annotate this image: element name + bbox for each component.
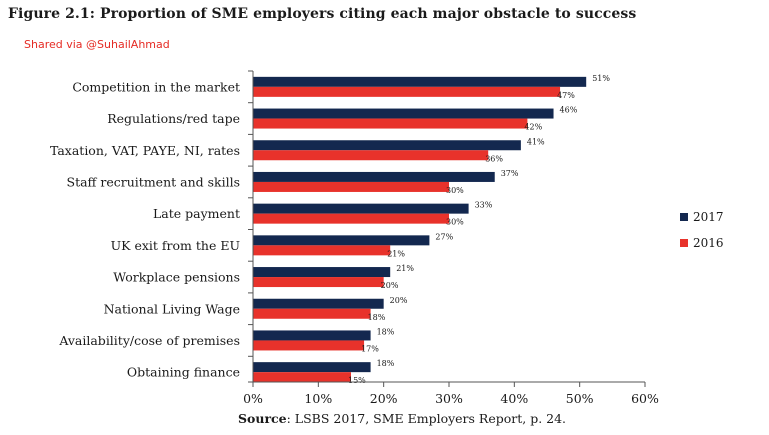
bar-2017 xyxy=(253,298,384,309)
data-label-2016: 21% xyxy=(387,249,405,258)
data-label-2017: 20% xyxy=(390,296,408,305)
data-label-2016: 36% xyxy=(485,154,503,163)
legend-label-2016: 2016 xyxy=(693,236,724,250)
bar-2016 xyxy=(253,245,391,256)
category-label: Obtaining finance xyxy=(127,365,240,380)
bar-2017 xyxy=(253,267,391,278)
bar-2017 xyxy=(253,76,587,87)
source-text: : LSBS 2017, SME Employers Report, p. 24… xyxy=(286,411,567,426)
category-label: Workplace pensions xyxy=(113,270,240,285)
bar-2016 xyxy=(253,150,489,161)
bar-2016 xyxy=(253,213,449,224)
bar-2017 xyxy=(253,140,521,151)
x-tick-label: 40% xyxy=(500,391,528,406)
data-label-2017: 18% xyxy=(377,359,395,368)
bar-2016 xyxy=(253,308,371,319)
data-label-2016: 15% xyxy=(348,376,366,385)
category-label: UK exit from the EU xyxy=(111,238,240,253)
source-label: Source xyxy=(238,411,287,426)
x-tick-label: 0% xyxy=(243,391,263,406)
bar-2017 xyxy=(253,362,371,373)
category-label: Taxation, VAT, PAYE, NI, rates xyxy=(50,143,240,158)
axis-layer: Competition in the market Regulations/red… xyxy=(50,70,659,406)
data-label-2017: 41% xyxy=(527,137,545,146)
bar-2016 xyxy=(253,86,561,97)
figure-title: Figure 2.1: Proportion of SME employers … xyxy=(8,6,637,22)
bar-2016 xyxy=(253,118,528,129)
category-label: Competition in the market xyxy=(72,79,240,94)
x-tick-label: 30% xyxy=(435,391,463,406)
data-label-2016: 18% xyxy=(368,313,386,322)
data-label-2016: 17% xyxy=(361,344,379,353)
category-label: Regulations/red tape xyxy=(107,111,240,126)
watermark-text: Shared via @SuhailAhmad xyxy=(24,38,170,51)
category-label: National Living Wage xyxy=(104,301,240,316)
data-label-2017: 33% xyxy=(475,201,493,210)
bar-2016 xyxy=(253,277,384,288)
legend: 2017 2016 xyxy=(680,210,724,250)
bar-2017 xyxy=(253,108,554,119)
source-note: Source: LSBS 2017, SME Employers Report,… xyxy=(238,411,566,426)
x-tick-label: 50% xyxy=(566,391,594,406)
data-label-2017: 37% xyxy=(501,169,519,178)
data-label-2016: 20% xyxy=(381,281,399,290)
data-label-2016: 42% xyxy=(524,123,542,132)
x-tick-label: 10% xyxy=(304,391,332,406)
bar-2016 xyxy=(253,372,351,383)
bar-2016 xyxy=(253,340,365,351)
x-tick-label: 60% xyxy=(631,391,659,406)
x-tick-label: 20% xyxy=(370,391,398,406)
legend-label-2017: 2017 xyxy=(693,210,724,224)
data-label-2017: 21% xyxy=(396,264,414,273)
bar-2016 xyxy=(253,181,449,192)
category-label: Availability/cose of premises xyxy=(58,333,240,348)
data-label-2017: 46% xyxy=(560,106,578,115)
data-label-2016: 30% xyxy=(446,186,464,195)
data-label-2016: 30% xyxy=(446,218,464,227)
data-label-2016: 47% xyxy=(557,91,575,100)
data-label-2017: 27% xyxy=(435,232,453,241)
bar-2017 xyxy=(253,330,371,341)
data-label-2017: 51% xyxy=(592,74,610,83)
bars-layer: 51% 47% 46% 42% 41% 36% 37% 30% 33% 30% 27% 21% 21% 2… xyxy=(253,74,610,385)
bar-2017 xyxy=(253,171,495,182)
category-label: Late payment xyxy=(153,206,240,221)
bar-2017 xyxy=(253,203,469,214)
category-label: Staff recruitment and skills xyxy=(67,174,241,189)
legend-swatch-2016 xyxy=(680,239,688,247)
legend-swatch-2017 xyxy=(680,213,688,221)
bar-2017 xyxy=(253,235,430,246)
data-label-2017: 18% xyxy=(377,327,395,336)
